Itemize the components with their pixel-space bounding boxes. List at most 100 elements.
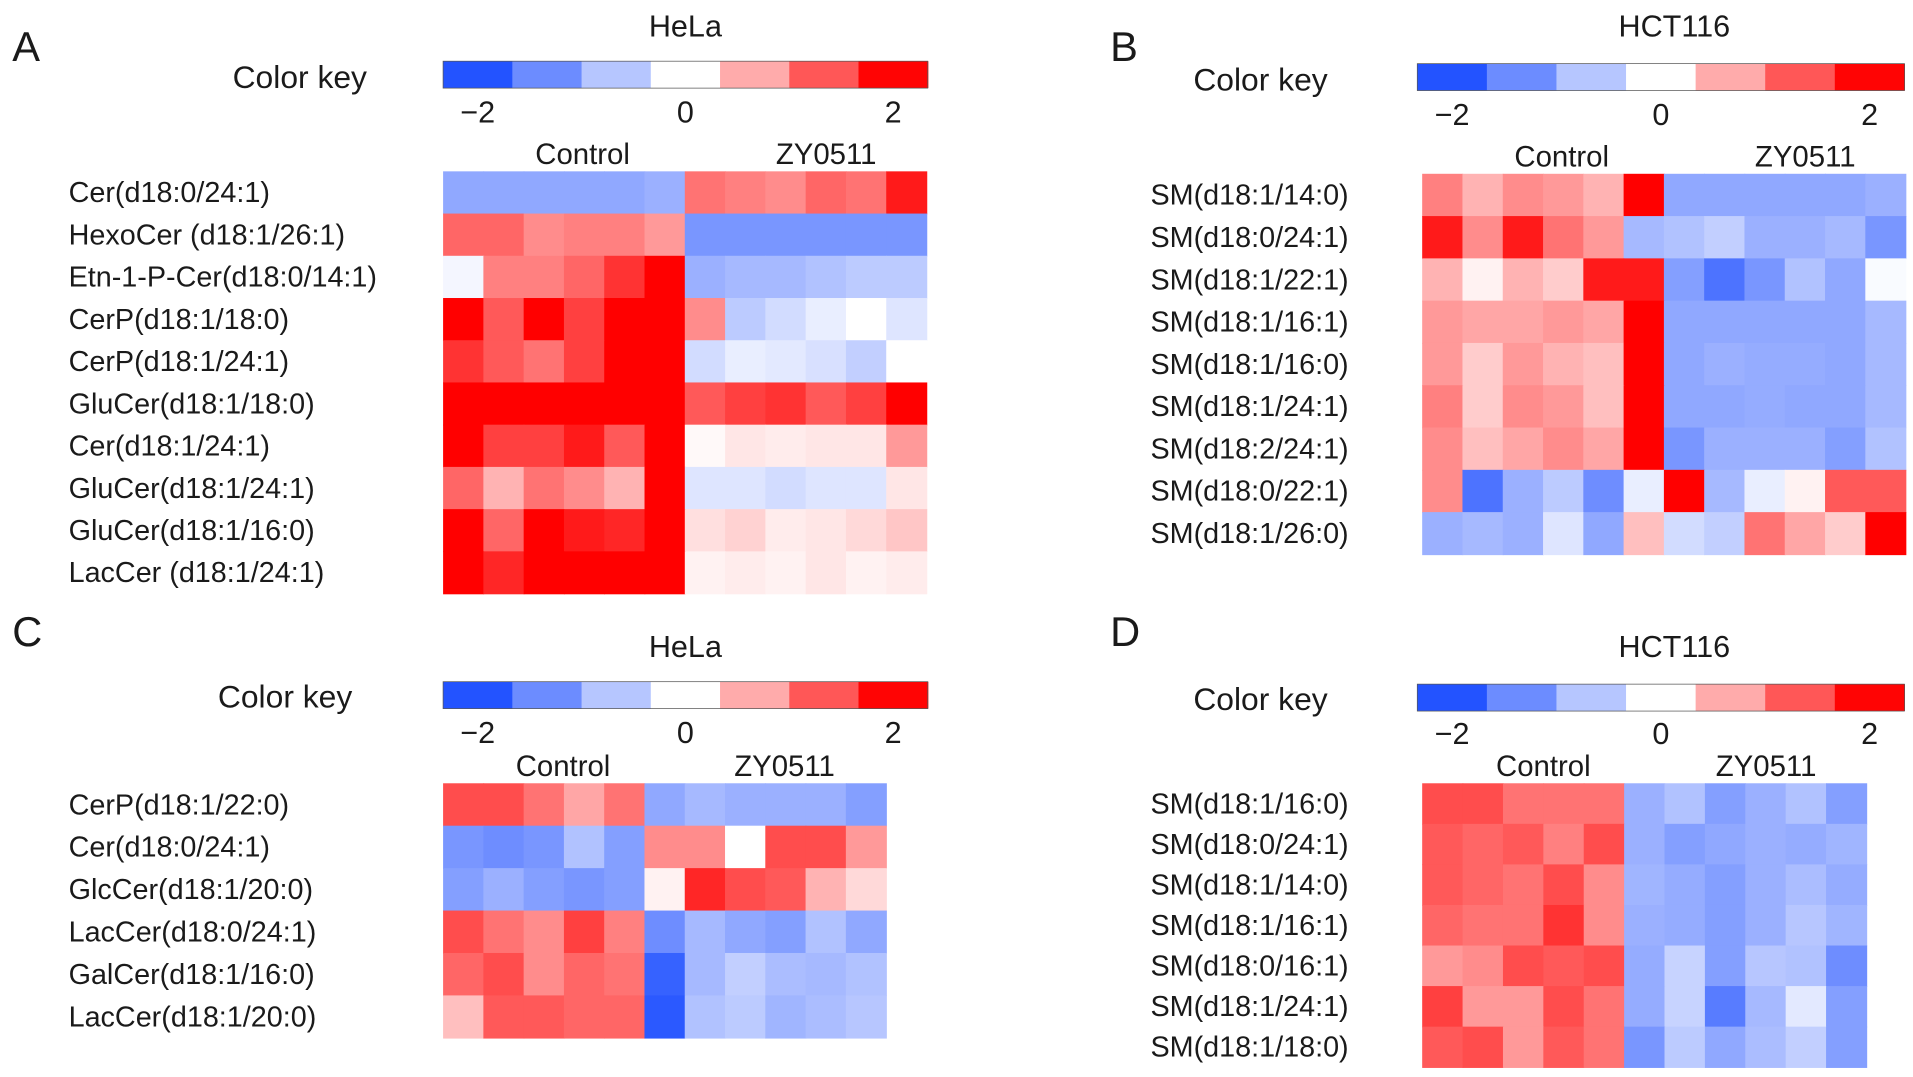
heatmap-cell: [1624, 904, 1666, 947]
heatmap-cell: [483, 825, 525, 869]
heatmap-cell: [1462, 1026, 1504, 1068]
heatmap-cell: [1624, 945, 1666, 987]
heatmap-cell: [1462, 300, 1504, 344]
heatmap-cell: [523, 868, 565, 912]
heatmap-cell: [644, 255, 686, 299]
heatmap-cell: [563, 340, 605, 384]
row-label: GluCer(d18:1/16:0): [69, 515, 315, 547]
row-label: CerP(d18:1/24:1): [69, 346, 290, 378]
heatmap-cell: [725, 952, 767, 997]
heatmap-cell: [644, 825, 686, 869]
group-label: ZY0511: [734, 750, 835, 783]
heatmap-cell: [483, 424, 525, 468]
color-key-bin: [789, 681, 860, 709]
heatmap-cell: [644, 783, 686, 827]
heatmap-cell: [563, 868, 605, 912]
heatmap-cell: [1422, 385, 1464, 429]
heatmap-cell: [1462, 904, 1504, 947]
heatmap-cell: [1744, 300, 1786, 344]
heatmap-cell: [1422, 173, 1464, 217]
panel-letter: D: [1110, 608, 1140, 655]
heatmap-cell: [1624, 864, 1666, 906]
heatmap-cell: [1704, 385, 1746, 429]
heatmap-cell: [1664, 783, 1706, 825]
heatmap-cell: [725, 868, 767, 912]
heatmap-cell: [886, 171, 928, 215]
heatmap-cell: [1865, 300, 1907, 344]
color-key-label: Color key: [233, 59, 367, 95]
heatmap-cell: [805, 952, 847, 997]
heatmap-cell: [765, 298, 807, 341]
heatmap-cell: [644, 509, 686, 553]
row-label: SM(d18:1/18:0): [1150, 1032, 1348, 1064]
heatmap-cell: [1502, 469, 1544, 513]
heatmap-cell: [886, 509, 928, 553]
heatmap-cell: [443, 995, 485, 1039]
heatmap-cell: [1543, 342, 1585, 386]
row-label: SM(d18:1/16:0): [1150, 349, 1348, 381]
heatmap-cell: [644, 910, 686, 954]
heatmap-cell: [1462, 864, 1504, 906]
row-label: GlcCer(d18:1/20:0): [69, 874, 314, 906]
heatmap-cell: [483, 509, 525, 553]
heatmap-cell: [604, 868, 646, 912]
heatmap-cell: [684, 868, 726, 912]
heatmap-cell: [1784, 385, 1826, 429]
row-label: SM(d18:1/24:1): [1150, 991, 1348, 1023]
heatmap-cell: [1543, 823, 1585, 866]
heatmap-cell: [483, 466, 525, 510]
heatmap-cell: [1865, 469, 1907, 513]
heatmap-cell: [1663, 300, 1705, 344]
heatmap-cell: [1583, 300, 1625, 344]
color-key-tick: 2: [885, 716, 902, 750]
color-key-label: Color key: [218, 678, 352, 714]
heatmap-cell: [684, 783, 726, 827]
heatmap-cell: [1744, 342, 1786, 386]
heatmap-cell: [483, 995, 525, 1039]
heatmap-cell: [1704, 300, 1746, 344]
heatmap-cell: [725, 255, 767, 299]
heatmap-cell: [1422, 258, 1464, 302]
heatmap-cell: [1826, 986, 1868, 1028]
heatmap-cell: [1422, 469, 1464, 513]
heatmap-cell: [1583, 864, 1625, 906]
heatmap-cell: [1422, 342, 1464, 386]
heatmap-cell: [563, 783, 605, 827]
heatmap-cell: [845, 424, 887, 468]
heatmap-cell: [765, 340, 807, 384]
heatmap-cell: [1664, 864, 1706, 906]
row-label: HexoCer (d18:1/26:1): [69, 219, 345, 251]
heatmap-cell: [604, 171, 646, 215]
panel-letter: A: [12, 23, 40, 70]
heatmap-cell: [1664, 904, 1706, 947]
heatmap-cell: [1704, 783, 1747, 825]
heatmap-cell: [1826, 823, 1868, 866]
heatmap-cell: [1664, 1026, 1706, 1068]
heatmap-cell: [1664, 986, 1706, 1028]
heatmap-cell: [563, 825, 605, 869]
row-label: Etn-1-P-Cer(d18:0/14:1): [69, 262, 377, 294]
heatmap-cell: [1745, 864, 1787, 906]
heatmap-cell: [604, 340, 646, 384]
heatmap-cell: [1543, 173, 1585, 217]
heatmap-cell: [1422, 1026, 1464, 1068]
heatmap-cell: [563, 171, 605, 215]
heatmap-cell: [523, 255, 565, 299]
heatmap-cell: [1704, 342, 1746, 386]
heatmap-cell: [725, 298, 767, 341]
heatmap-cell: [765, 213, 807, 257]
heatmap-cell: [1502, 783, 1545, 825]
heatmap-cell: [1704, 216, 1746, 260]
heatmap-cell: [684, 382, 726, 426]
heatmap-cell: [1623, 300, 1665, 344]
heatmap-cell: [725, 382, 767, 426]
group-label: ZY0511: [1755, 140, 1856, 173]
color-key-bin: [1486, 684, 1558, 712]
color-key-bin: [858, 61, 929, 89]
heatmap-cell: [886, 466, 928, 510]
panel-b: B HCT116 Color key −2 0 2 Control ZY0511 SM(d18:…: [1110, 10, 1907, 556]
heatmap-cell: [644, 213, 686, 257]
heatmap-cell: [845, 298, 887, 341]
heatmap-cell: [604, 995, 646, 1039]
heatmap-cell: [1704, 427, 1746, 471]
